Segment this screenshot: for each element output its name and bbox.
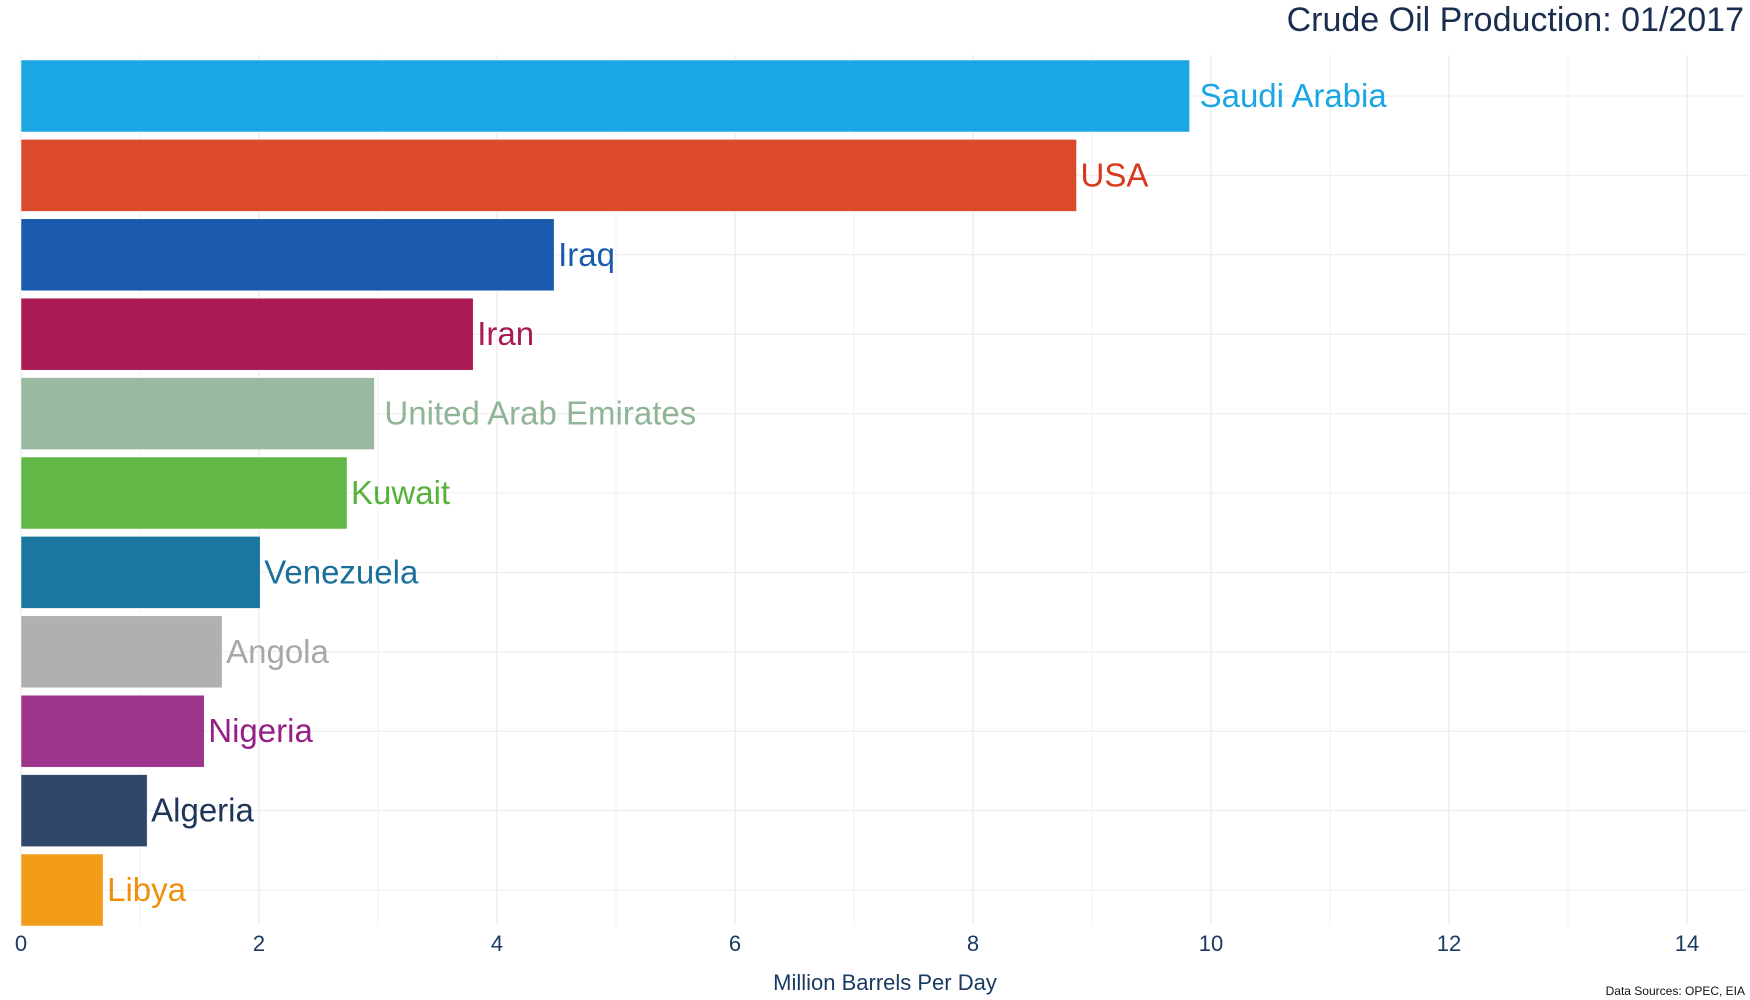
data-source-note: Data Sources: OPEC, EIA xyxy=(1606,984,1745,998)
bar-algeria xyxy=(20,774,148,847)
x-tick-label: 4 xyxy=(491,931,503,956)
bar-label: Libya xyxy=(107,871,187,908)
bar-label: Angola xyxy=(226,633,329,670)
bar-label: USA xyxy=(1081,156,1149,193)
x-axis-ticks: 0 2 4 6 8 10 12 14 xyxy=(15,931,1699,956)
x-tick-label: 14 xyxy=(1675,931,1699,956)
bar-label: Iran xyxy=(477,315,534,352)
bar-label: Algeria xyxy=(151,792,254,829)
x-tick-label: 8 xyxy=(967,931,979,956)
bar-saudi-arabia xyxy=(20,59,1190,133)
bar-label: Iraq xyxy=(558,236,615,273)
bar-kuwait xyxy=(20,456,348,530)
bars: Saudi Arabia USA Iraq Iran United Arab Emira… xyxy=(20,59,1388,927)
x-tick-label: 6 xyxy=(729,931,741,956)
bar-iran xyxy=(20,297,474,371)
bar-label: Nigeria xyxy=(208,712,313,749)
bar-venezuela xyxy=(20,536,261,609)
x-tick-label: 0 xyxy=(15,931,27,956)
bar-libya xyxy=(20,853,104,927)
x-tick-label: 12 xyxy=(1437,931,1461,956)
x-axis-label: Million Barrels Per Day xyxy=(773,970,997,995)
x-tick-label: 10 xyxy=(1199,931,1223,956)
bar-angola xyxy=(20,615,223,689)
bar-label: Venezuela xyxy=(264,553,419,590)
x-tick-label: 2 xyxy=(253,931,265,956)
bar-nigeria xyxy=(20,694,205,768)
chart-title: Crude Oil Production: 01/2017 xyxy=(1287,1,1744,39)
bar-united-arab-emirates xyxy=(20,377,375,450)
bar-usa xyxy=(20,139,1077,212)
bar-label: Saudi Arabia xyxy=(1200,77,1388,114)
bar-label: United Arab Emirates xyxy=(384,395,696,432)
bar-iraq xyxy=(20,218,555,292)
bar-label: Kuwait xyxy=(351,474,450,511)
